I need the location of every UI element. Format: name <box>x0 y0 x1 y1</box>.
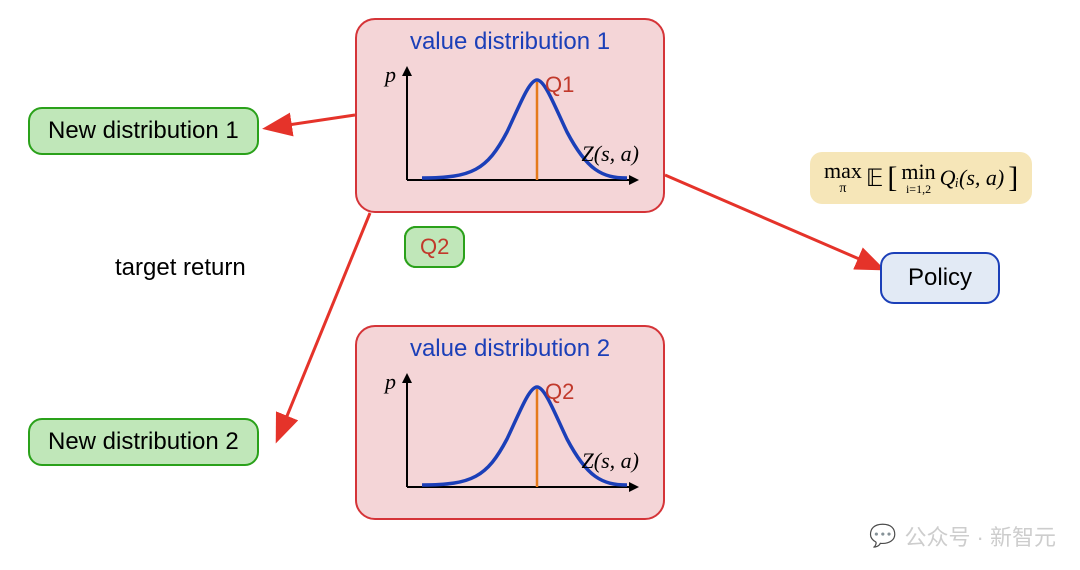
objective-formula: max π 𝔼 [ min i=1,2 Qᵢ(s, a) ] <box>824 160 1018 196</box>
value-distribution-1-box: value distribution 1 p Q1 Z(s, a) <box>355 18 665 213</box>
p-axis-label-1: p <box>385 62 396 88</box>
new-distribution-1-label: New distribution 1 <box>48 117 239 145</box>
watermark-text: 公众号 · 新智元 <box>904 520 1056 552</box>
target-return-label: target return <box>115 254 246 282</box>
distribution-2-plot <box>377 369 647 509</box>
z-axis-label-1: Z(s, a) <box>582 141 639 167</box>
q2-label: Q2 <box>545 379 574 405</box>
policy-box: Policy <box>880 252 1000 304</box>
watermark-icon: 💬 <box>869 523 896 549</box>
policy-label: Policy <box>908 264 972 292</box>
value-distribution-1-title: value distribution 1 <box>357 28 663 56</box>
new-distribution-2-label: New distribution 2 <box>48 428 239 456</box>
p-axis-label-2: p <box>385 369 396 395</box>
watermark: 💬 公众号 · 新智元 <box>869 520 1056 552</box>
compare-q2-box: Q2 <box>404 226 465 268</box>
q1-label: Q1 <box>545 72 574 98</box>
objective-formula-box: max π 𝔼 [ min i=1,2 Qᵢ(s, a) ] <box>810 152 1032 204</box>
distribution-1-plot <box>377 62 647 202</box>
new-distribution-1-box: New distribution 1 <box>28 107 259 155</box>
value-distribution-2-box: value distribution 2 p Q2 Z(s, a) <box>355 325 665 520</box>
value-distribution-2-title: value distribution 2 <box>357 335 663 363</box>
new-distribution-2-box: New distribution 2 <box>28 418 259 466</box>
z-axis-label-2: Z(s, a) <box>582 448 639 474</box>
arrow-dist1-to-new1 <box>268 115 355 128</box>
